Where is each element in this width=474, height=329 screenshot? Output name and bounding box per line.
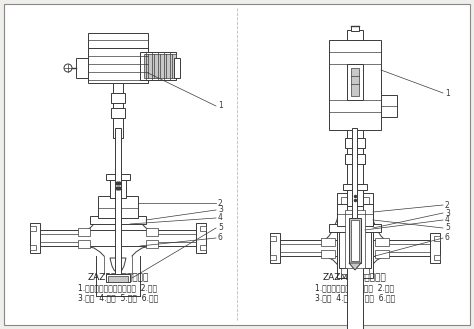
Bar	[270, 233, 280, 263]
Bar	[347, 30, 363, 40]
Text: 3: 3	[218, 206, 223, 215]
Bar	[434, 236, 440, 241]
Bar	[353, 128, 357, 218]
Bar	[76, 58, 88, 78]
Text: 5: 5	[218, 223, 223, 233]
Bar	[347, 188, 363, 206]
Circle shape	[64, 64, 72, 72]
Bar	[339, 210, 371, 268]
Text: 4: 4	[218, 214, 223, 222]
Bar	[88, 33, 148, 48]
Bar	[270, 236, 276, 241]
Bar	[351, 220, 359, 261]
Text: 4: 4	[445, 215, 450, 224]
Text: 2: 2	[445, 200, 450, 210]
Text: 3.阀杆  4.阀塞  5.套筒  6.阀体: 3.阀杆 4.阀塞 5.套筒 6.阀体	[315, 293, 395, 302]
Text: 3: 3	[445, 209, 450, 217]
Bar	[345, 154, 365, 164]
Bar	[200, 226, 206, 231]
Text: 1.电动执行机构（电子式）  2.阀盖: 1.电动执行机构（电子式） 2.阀盖	[315, 283, 394, 292]
Bar	[146, 240, 158, 248]
Bar	[375, 238, 389, 246]
Text: ZAZP电动单座调节阀: ZAZP电动单座调节阀	[87, 272, 149, 281]
Bar	[200, 245, 206, 250]
Bar	[329, 40, 381, 130]
Polygon shape	[110, 258, 126, 274]
Text: 1.电动执行机构（普通型）  2.阀盖: 1.电动执行机构（普通型） 2.阀盖	[78, 283, 157, 292]
Bar	[174, 58, 180, 78]
Text: 1: 1	[445, 89, 450, 97]
Bar	[78, 240, 90, 248]
Bar	[270, 240, 440, 256]
Bar	[140, 52, 176, 80]
Text: ZAZM电动套管调节阀: ZAZM电动套管调节阀	[323, 272, 387, 281]
Bar	[351, 68, 359, 96]
Bar	[88, 48, 148, 83]
Bar	[144, 54, 176, 78]
Bar	[337, 193, 373, 278]
Bar	[111, 93, 125, 103]
Text: 3.阀杆  4.阀芯  5.阀座  6.阀体: 3.阀杆 4.阀芯 5.阀座 6.阀体	[78, 293, 158, 302]
Bar	[345, 138, 365, 148]
Bar	[343, 184, 367, 190]
Bar	[78, 228, 90, 236]
Bar	[347, 64, 363, 100]
Bar	[196, 223, 206, 253]
Bar	[337, 204, 373, 226]
Bar	[98, 196, 138, 218]
Bar	[329, 224, 381, 232]
Polygon shape	[349, 263, 361, 270]
Bar	[146, 228, 158, 236]
Text: 5: 5	[445, 223, 450, 233]
Bar	[347, 130, 363, 329]
Bar	[270, 255, 276, 260]
Bar	[106, 174, 130, 180]
Bar	[108, 276, 128, 282]
Bar	[321, 238, 335, 246]
Bar	[30, 230, 206, 246]
Bar	[30, 245, 36, 250]
Bar	[321, 250, 335, 258]
Text: 6: 6	[218, 234, 223, 242]
Bar	[111, 108, 125, 118]
Bar	[345, 210, 365, 268]
Bar	[351, 26, 359, 31]
Bar	[381, 95, 397, 117]
Bar	[349, 218, 361, 263]
Bar	[430, 233, 440, 263]
Bar	[115, 128, 121, 274]
Bar	[30, 226, 36, 231]
Text: 6: 6	[445, 234, 450, 242]
Text: 1: 1	[218, 102, 223, 111]
Bar	[90, 216, 146, 224]
Text: 2: 2	[218, 198, 223, 208]
Bar	[106, 274, 130, 282]
Bar	[110, 178, 126, 198]
Bar	[341, 197, 369, 274]
Bar	[30, 223, 40, 253]
Bar	[375, 250, 389, 258]
Bar	[113, 83, 123, 138]
Bar	[434, 255, 440, 260]
